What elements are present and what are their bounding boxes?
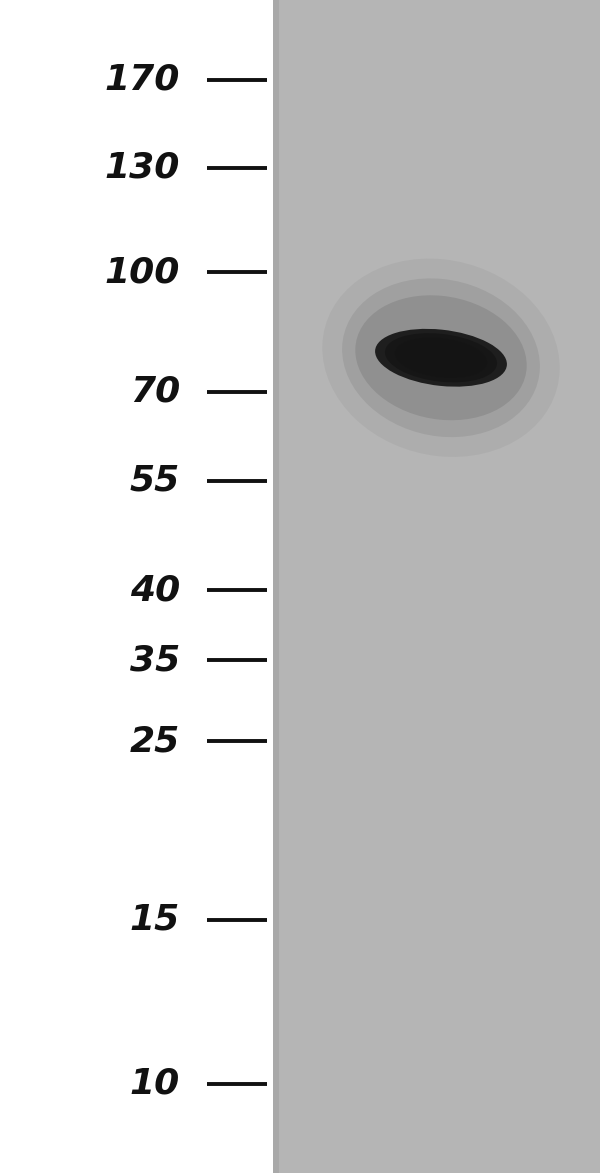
Text: 70: 70 [130,375,180,408]
Ellipse shape [425,351,457,365]
Ellipse shape [415,346,467,369]
Text: 15: 15 [130,903,180,936]
Ellipse shape [342,278,540,438]
Text: 55: 55 [130,465,180,497]
Text: 40: 40 [130,574,180,606]
Text: 100: 100 [104,256,180,289]
Ellipse shape [395,338,487,378]
Text: 35: 35 [130,644,180,677]
Ellipse shape [355,296,527,420]
Ellipse shape [375,328,507,387]
Text: 170: 170 [104,63,180,96]
Text: 25: 25 [130,725,180,758]
Ellipse shape [405,341,477,374]
Bar [273,0,600,1173]
Text: 130: 130 [104,151,180,184]
Text: 10: 10 [130,1067,180,1100]
Ellipse shape [322,258,560,457]
Bar [273,0,279,1173]
Ellipse shape [385,333,497,382]
